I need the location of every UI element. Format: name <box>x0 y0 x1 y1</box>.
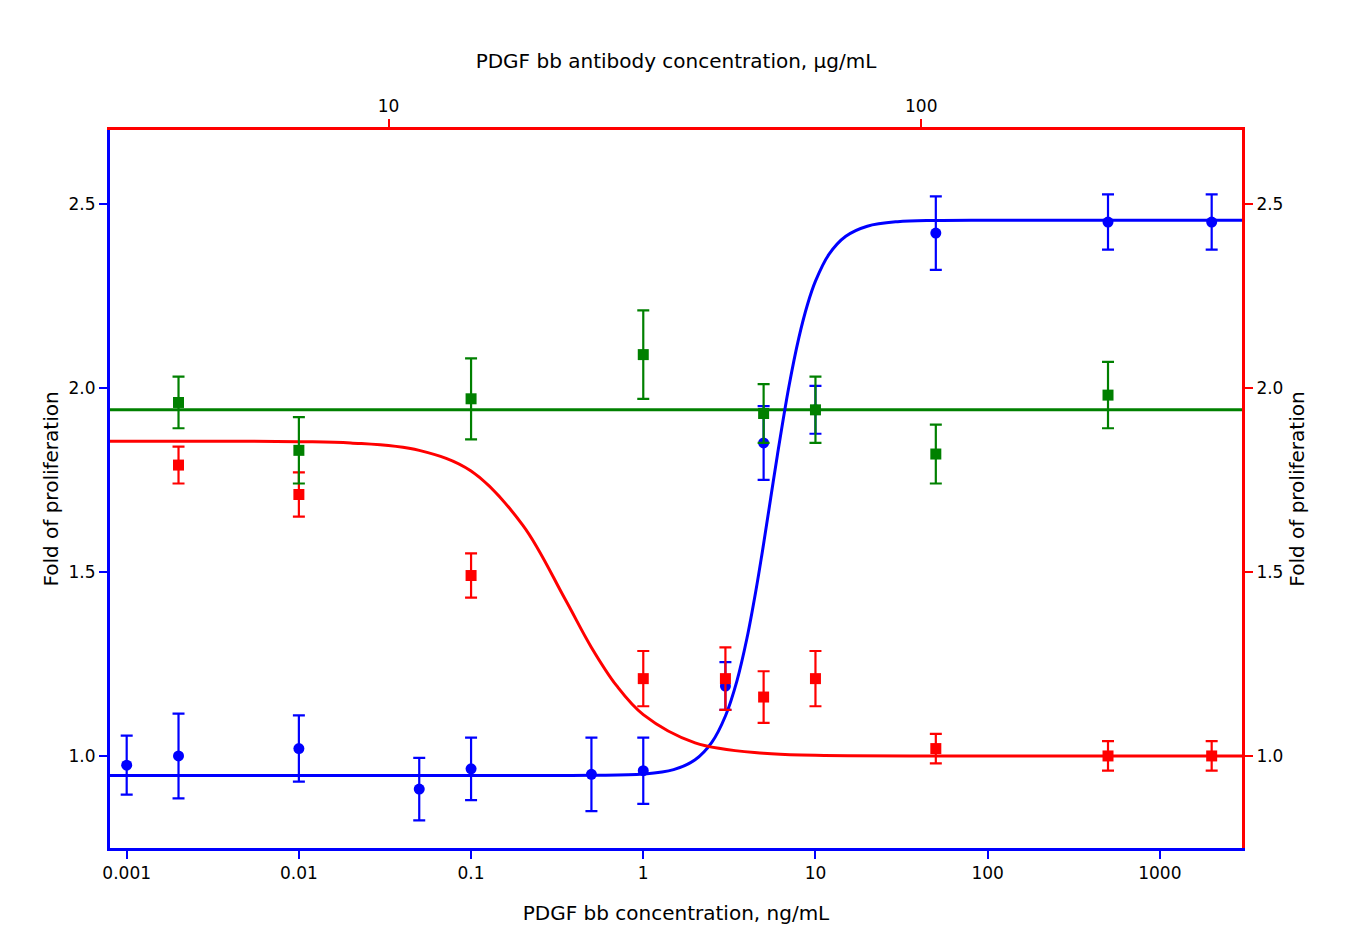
svg-text:0.001: 0.001 <box>102 863 151 883</box>
svg-text:1.0: 1.0 <box>69 746 96 766</box>
svg-text:2.5: 2.5 <box>69 194 96 214</box>
svg-text:Fold of proliferation: Fold of proliferation <box>39 391 63 586</box>
svg-text:PDGF bb concentration, ng/mL: PDGF bb concentration, ng/mL <box>523 901 830 925</box>
svg-text:1.0: 1.0 <box>1256 746 1283 766</box>
svg-text:1.5: 1.5 <box>1256 562 1283 582</box>
svg-text:100: 100 <box>905 96 937 116</box>
svg-text:0.1: 0.1 <box>458 863 485 883</box>
svg-text:PDGF bb antibody concentration: PDGF bb antibody concentration, μg/mL <box>476 49 878 73</box>
svg-text:2.5: 2.5 <box>1256 194 1283 214</box>
svg-text:10: 10 <box>378 96 400 116</box>
svg-text:1000: 1000 <box>1138 863 1181 883</box>
svg-text:1.5: 1.5 <box>69 562 96 582</box>
svg-text:100: 100 <box>971 863 1003 883</box>
svg-text:Fold of proliferation: Fold of proliferation <box>1285 391 1309 586</box>
svg-text:10: 10 <box>805 863 827 883</box>
svg-text:2.0: 2.0 <box>69 378 96 398</box>
svg-text:1: 1 <box>638 863 649 883</box>
svg-text:0.01: 0.01 <box>280 863 318 883</box>
svg-text:2.0: 2.0 <box>1256 378 1283 398</box>
